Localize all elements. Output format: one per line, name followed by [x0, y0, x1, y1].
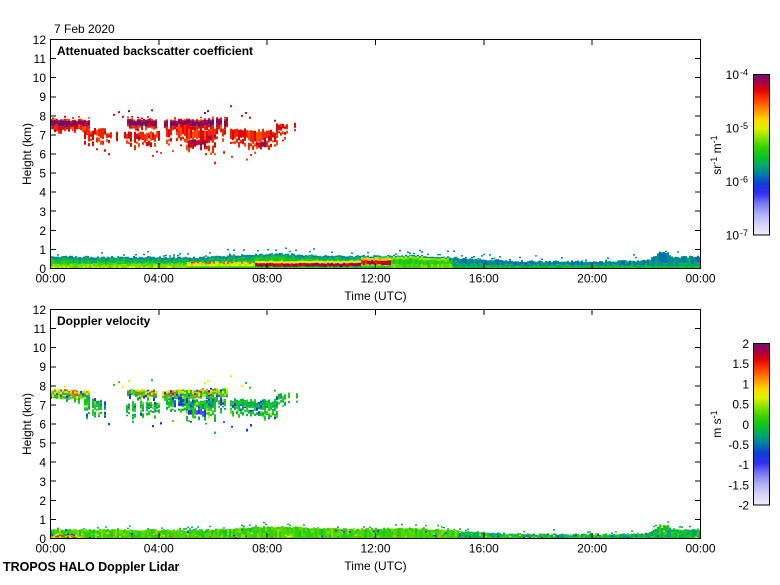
svg-text:Height (km): Height (km) — [20, 393, 34, 455]
svg-text:TROPOS HALO Doppler Lidar: TROPOS HALO Doppler Lidar — [3, 560, 180, 574]
svg-text:9: 9 — [39, 360, 46, 374]
svg-text:-7: -7 — [740, 228, 748, 238]
svg-text:4: 4 — [39, 456, 46, 470]
svg-text:10: 10 — [726, 122, 740, 136]
svg-text:12:00: 12:00 — [360, 272, 390, 286]
svg-text:20:00: 20:00 — [577, 272, 607, 286]
svg-text:08:00: 08:00 — [252, 272, 282, 286]
svg-text:Height (km): Height (km) — [20, 123, 34, 185]
svg-text:5: 5 — [39, 437, 46, 451]
svg-text:-0.5: -0.5 — [728, 438, 749, 452]
svg-text:04:00: 04:00 — [144, 542, 174, 556]
svg-text:Doppler velocity: Doppler velocity — [57, 314, 151, 328]
svg-text:3: 3 — [39, 205, 46, 219]
svg-text:10: 10 — [33, 71, 47, 85]
svg-text:-2: -2 — [738, 499, 749, 513]
svg-text:11: 11 — [34, 322, 47, 336]
svg-text:-1.5: -1.5 — [728, 478, 749, 492]
svg-text:12:00: 12:00 — [360, 542, 390, 556]
svg-text:4: 4 — [39, 186, 46, 200]
svg-text:Attenuated backscatter coeffic: Attenuated backscatter coefficient — [57, 44, 253, 58]
svg-text:04:00: 04:00 — [144, 272, 174, 286]
svg-text:-5: -5 — [740, 121, 748, 131]
svg-text:16:00: 16:00 — [469, 272, 499, 286]
svg-text:10: 10 — [33, 341, 47, 355]
svg-text:Time (UTC): Time (UTC) — [344, 289, 406, 303]
svg-text:08:00: 08:00 — [252, 542, 282, 556]
svg-text:9: 9 — [39, 90, 46, 104]
svg-text:8: 8 — [39, 379, 46, 393]
svg-text:11: 11 — [34, 52, 47, 66]
svg-text:2: 2 — [742, 337, 749, 351]
svg-text:0: 0 — [39, 262, 46, 276]
svg-text:0: 0 — [39, 532, 46, 546]
svg-text:2: 2 — [39, 224, 46, 238]
svg-text:-6: -6 — [740, 175, 748, 185]
svg-text:20:00: 20:00 — [577, 542, 607, 556]
svg-text:sr-1 m-1: sr-1 m-1 — [709, 135, 724, 174]
svg-text:00:00: 00:00 — [685, 542, 715, 556]
svg-text:00:00: 00:00 — [35, 272, 65, 286]
svg-text:0.5: 0.5 — [732, 398, 749, 412]
svg-text:1: 1 — [39, 243, 46, 257]
svg-text:2: 2 — [39, 494, 46, 508]
svg-text:10: 10 — [726, 68, 740, 82]
svg-text:7 Feb 2020: 7 Feb 2020 — [54, 22, 115, 36]
svg-text:-4: -4 — [740, 68, 748, 78]
svg-text:Time (UTC): Time (UTC) — [344, 559, 406, 573]
svg-text:6: 6 — [39, 418, 46, 432]
svg-text:-1: -1 — [738, 458, 749, 472]
svg-text:8: 8 — [39, 109, 46, 123]
svg-text:1: 1 — [742, 377, 749, 391]
svg-text:10: 10 — [726, 175, 740, 189]
svg-text:7: 7 — [39, 398, 46, 412]
svg-text:00:00: 00:00 — [685, 272, 715, 286]
svg-text:00:00: 00:00 — [35, 542, 65, 556]
svg-text:1: 1 — [39, 513, 46, 527]
svg-text:0: 0 — [742, 418, 749, 432]
svg-text:10: 10 — [726, 229, 740, 243]
svg-text:12: 12 — [33, 303, 47, 317]
svg-text:7: 7 — [39, 128, 46, 142]
svg-text:5: 5 — [39, 167, 46, 181]
svg-text:12: 12 — [33, 33, 47, 47]
svg-text:16:00: 16:00 — [469, 542, 499, 556]
svg-text:6: 6 — [39, 148, 46, 162]
svg-text:1.5: 1.5 — [732, 357, 749, 371]
svg-text:3: 3 — [39, 475, 46, 489]
